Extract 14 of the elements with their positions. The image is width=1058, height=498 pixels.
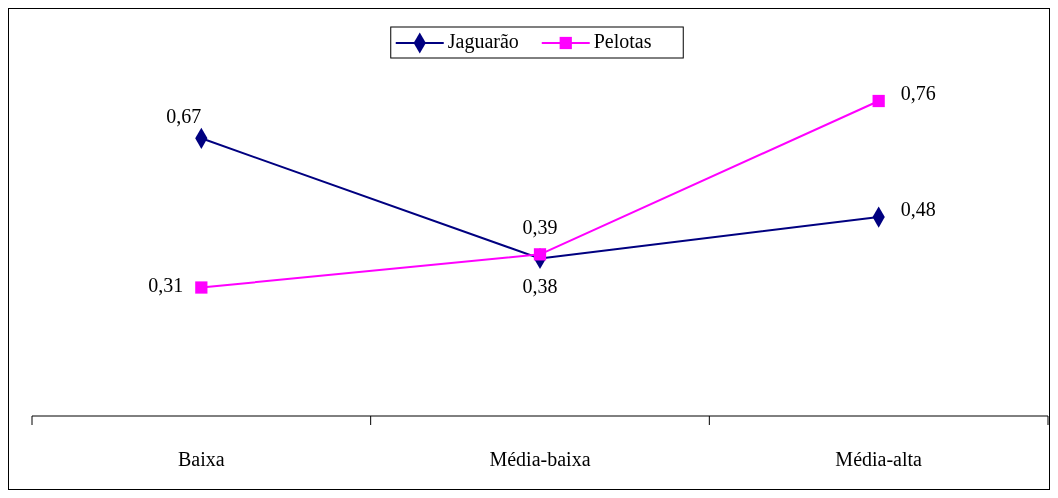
x-tick-label: Média-alta [835,447,923,470]
data-label: 0,76 [900,81,936,104]
legend-label: Pelotas [593,29,652,52]
data-label: 0,31 [148,274,184,297]
data-label: 0,38 [522,275,558,298]
point [533,248,547,261]
point [195,281,208,294]
data-label: 0,67 [166,104,202,127]
data-label: 0,48 [900,197,936,220]
data-label: 0,39 [522,215,558,238]
legend-label: Jaguarão [447,29,519,53]
point [872,94,885,108]
x-tick-label: Média-baixa [489,447,591,470]
x-tick-label: Baixa [178,447,225,470]
